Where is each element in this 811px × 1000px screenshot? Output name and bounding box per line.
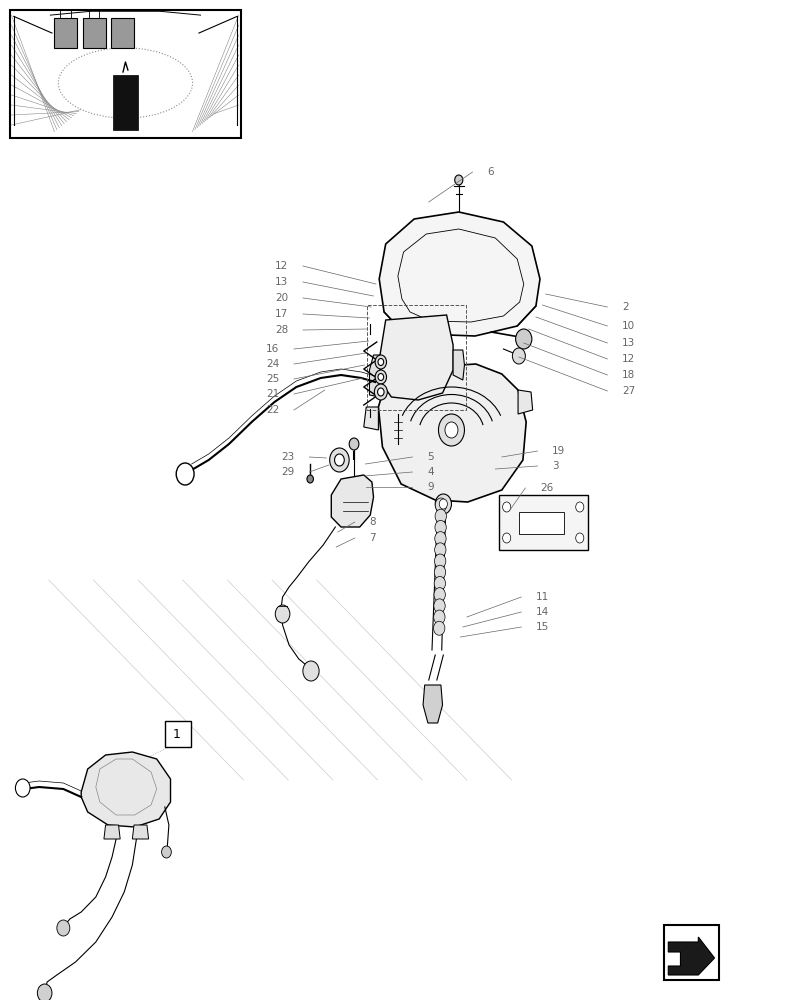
Circle shape (575, 533, 583, 543)
Text: 21: 21 (266, 389, 279, 399)
Text: 23: 23 (281, 452, 294, 462)
Circle shape (377, 388, 384, 396)
Text: 20: 20 (275, 293, 288, 303)
Bar (498, 495, 587, 550)
Circle shape (502, 533, 510, 543)
Circle shape (57, 920, 70, 936)
Circle shape (37, 984, 52, 1000)
Ellipse shape (58, 48, 192, 118)
Circle shape (502, 502, 510, 512)
Polygon shape (363, 407, 378, 430)
Text: 25: 25 (266, 374, 279, 384)
Text: 10: 10 (621, 321, 634, 331)
Circle shape (435, 498, 446, 512)
Bar (83, 18, 105, 48)
Bar (165, 721, 191, 747)
Circle shape (375, 370, 386, 384)
Bar (518, 512, 563, 534)
Circle shape (349, 438, 358, 450)
Text: 27: 27 (621, 386, 634, 396)
Circle shape (435, 520, 446, 534)
Text: 11: 11 (535, 592, 548, 602)
Circle shape (275, 605, 290, 623)
Circle shape (374, 384, 387, 400)
Polygon shape (81, 752, 170, 827)
Bar (367, 305, 466, 410)
Text: 16: 16 (266, 344, 279, 354)
Circle shape (434, 565, 445, 579)
Circle shape (434, 576, 445, 590)
Polygon shape (369, 355, 380, 397)
Polygon shape (379, 212, 539, 336)
Text: 19: 19 (551, 446, 564, 456)
Circle shape (435, 494, 451, 514)
Circle shape (329, 448, 349, 472)
Text: 13: 13 (275, 277, 288, 287)
Circle shape (377, 359, 383, 365)
Text: 9: 9 (427, 482, 433, 492)
Circle shape (438, 414, 464, 446)
Bar (10, 10, 241, 138)
Circle shape (435, 509, 446, 523)
Text: 5: 5 (427, 452, 433, 462)
Text: 14: 14 (535, 607, 548, 617)
Polygon shape (380, 315, 453, 400)
Circle shape (575, 502, 583, 512)
Text: 1: 1 (173, 728, 181, 742)
Circle shape (433, 610, 444, 624)
Circle shape (303, 661, 319, 681)
Polygon shape (132, 825, 148, 839)
Bar (663, 925, 719, 980)
Circle shape (307, 475, 313, 483)
Circle shape (439, 499, 447, 509)
Text: 3: 3 (551, 461, 558, 471)
Circle shape (444, 422, 457, 438)
Text: 8: 8 (369, 517, 375, 527)
Text: 17: 17 (275, 309, 288, 319)
Circle shape (454, 175, 462, 185)
Circle shape (434, 554, 445, 568)
Circle shape (15, 779, 30, 797)
Circle shape (512, 348, 525, 364)
Text: 2: 2 (621, 302, 628, 312)
Text: 13: 13 (621, 338, 634, 348)
Text: 12: 12 (275, 261, 288, 271)
Text: 26: 26 (539, 483, 552, 493)
Polygon shape (423, 685, 442, 723)
Polygon shape (331, 475, 373, 527)
Bar (111, 18, 134, 48)
Polygon shape (104, 825, 120, 839)
Text: 4: 4 (427, 467, 433, 477)
Circle shape (434, 543, 445, 557)
Polygon shape (667, 937, 714, 975)
Text: 29: 29 (281, 467, 294, 477)
Polygon shape (453, 350, 464, 380)
Polygon shape (378, 364, 526, 502)
Text: 22: 22 (266, 405, 279, 415)
Text: 12: 12 (621, 354, 634, 364)
Text: 15: 15 (535, 622, 548, 632)
Text: 28: 28 (275, 325, 288, 335)
Circle shape (334, 454, 344, 466)
Bar (54, 18, 77, 48)
Polygon shape (517, 390, 532, 414)
Circle shape (433, 599, 444, 613)
Text: 7: 7 (369, 533, 375, 543)
Circle shape (433, 621, 444, 635)
Circle shape (176, 463, 194, 485)
Circle shape (434, 532, 445, 546)
Text: 6: 6 (487, 167, 493, 177)
Circle shape (377, 373, 383, 380)
Bar (113, 75, 137, 130)
Circle shape (161, 846, 171, 858)
Circle shape (433, 588, 444, 602)
Circle shape (375, 355, 386, 369)
Text: 18: 18 (621, 370, 634, 380)
Circle shape (515, 329, 531, 349)
Text: 24: 24 (266, 359, 279, 369)
